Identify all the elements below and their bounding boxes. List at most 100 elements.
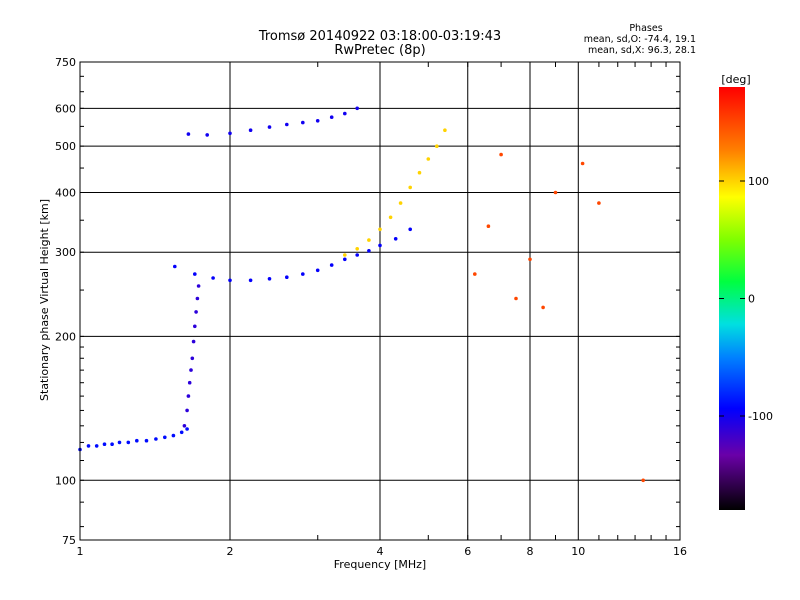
- data-point: [580, 161, 585, 166]
- data-point: [398, 201, 403, 205]
- scatter-points: [78, 106, 645, 483]
- y-tick-label: 600: [55, 102, 76, 115]
- x-tick-label: 2: [227, 545, 234, 558]
- data-point: [435, 144, 439, 148]
- data-point: [110, 442, 114, 447]
- data-point: [329, 115, 334, 119]
- data-point: [171, 433, 176, 438]
- x-tick-label: 16: [673, 545, 687, 558]
- data-point: [179, 430, 184, 435]
- data-point: [173, 264, 177, 269]
- data-point: [417, 170, 422, 175]
- data-point: [367, 249, 371, 253]
- data-point: [267, 125, 272, 129]
- data-point: [94, 444, 99, 448]
- data-point: [189, 368, 193, 372]
- colorbar-tick-label: 0: [748, 293, 755, 306]
- data-point: [473, 272, 477, 276]
- data-point: [196, 284, 201, 288]
- data-point: [182, 424, 187, 428]
- data-point: [355, 247, 360, 251]
- y-tick-label: 75: [62, 534, 76, 547]
- data-point: [186, 394, 191, 398]
- data-point: [343, 253, 347, 257]
- data-point: [408, 227, 413, 232]
- data-point: [228, 131, 232, 136]
- data-point: [355, 106, 360, 111]
- data-point: [195, 296, 200, 301]
- data-point: [301, 272, 305, 276]
- grid-lines: [80, 62, 680, 540]
- data-point: [343, 257, 347, 262]
- data-point: [499, 152, 503, 157]
- data-point: [205, 133, 209, 137]
- data-point: [301, 120, 305, 125]
- data-point: [135, 438, 139, 443]
- data-point: [185, 408, 189, 413]
- data-point: [163, 435, 167, 440]
- chart-title: Tromsø 20140922 03:18:00-03:19:43: [258, 29, 501, 44]
- axes: [79, 61, 681, 541]
- colorbar-ticks: 100 0 -100: [719, 175, 773, 423]
- phase-header-o: mean, sd,O: -74.4, 19.1: [584, 34, 696, 45]
- data-point: [443, 128, 447, 132]
- data-point: [154, 437, 158, 441]
- y-axis-label: Stationary phase Virtual Height [km]: [38, 199, 51, 401]
- data-point: [187, 380, 192, 385]
- x-tick-label: 8: [527, 545, 534, 558]
- data-point: [388, 215, 393, 220]
- data-point: [248, 128, 253, 132]
- data-point: [267, 277, 272, 281]
- data-point: [193, 324, 197, 329]
- data-point: [528, 257, 532, 262]
- data-point: [408, 185, 413, 190]
- data-point: [541, 305, 545, 310]
- data-point: [191, 339, 196, 344]
- data-point: [186, 132, 191, 136]
- data-point: [190, 356, 195, 361]
- y-tick-label: 500: [55, 140, 76, 153]
- x-tick-label: 6: [464, 545, 471, 558]
- data-point: [393, 237, 398, 241]
- data-point: [378, 227, 382, 232]
- y-tick-label: 100: [55, 474, 76, 487]
- data-point: [343, 111, 347, 116]
- x-tick-label: 4: [377, 545, 384, 558]
- chart-subtitle: RwPretec (8p): [334, 43, 425, 58]
- data-point: [285, 275, 289, 280]
- data-point: [144, 438, 149, 443]
- data-point: [426, 157, 431, 161]
- data-point: [194, 310, 198, 314]
- data-point: [367, 238, 371, 242]
- colorbar-tick-label: 100: [748, 175, 769, 188]
- data-point: [126, 440, 131, 445]
- colorbar-tick-label: -100: [748, 410, 773, 423]
- x-axis-label: Frequency [MHz]: [334, 558, 426, 571]
- data-point: [86, 444, 91, 448]
- tick-labels: 1 2 4 6 8 10 16 75 100 200 300 400 500 600 750: [55, 56, 687, 558]
- y-tick-label: 750: [55, 56, 76, 69]
- data-point: [553, 190, 558, 195]
- data-point: [486, 224, 491, 228]
- data-point: [228, 278, 232, 283]
- data-point: [315, 268, 320, 273]
- data-point: [329, 263, 334, 267]
- colorbar-label: [deg]: [721, 73, 750, 86]
- y-tick-label: 200: [55, 330, 76, 343]
- data-point: [378, 243, 382, 248]
- data-point: [102, 442, 107, 447]
- phase-header-title: Phases: [629, 23, 662, 34]
- data-point: [193, 272, 197, 276]
- x-tick-label: 1: [77, 545, 84, 558]
- data-point: [597, 201, 601, 205]
- data-point: [315, 119, 320, 123]
- data-point: [641, 478, 645, 483]
- data-point: [185, 427, 189, 431]
- y-tick-label: 300: [55, 246, 76, 259]
- data-point: [514, 296, 518, 301]
- x-tick-label: 10: [571, 545, 585, 558]
- data-point: [117, 440, 122, 445]
- data-point: [248, 278, 253, 283]
- data-point: [285, 122, 289, 127]
